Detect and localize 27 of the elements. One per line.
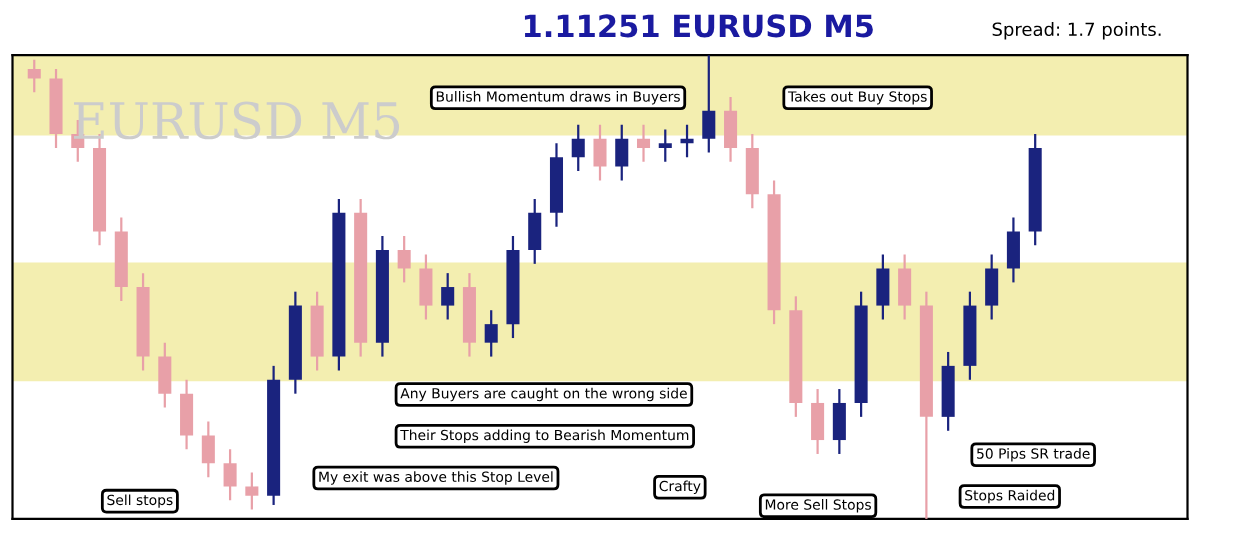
candlestick [201, 420, 215, 479]
candlestick [702, 55, 716, 154]
candlestick [876, 253, 890, 321]
candlestick [811, 387, 825, 456]
candlestick [1006, 216, 1020, 284]
candlestick [571, 123, 585, 173]
candlestick [724, 95, 738, 163]
candlestick [419, 253, 433, 321]
candlestick [397, 234, 411, 284]
candlestick [832, 387, 846, 456]
candlestick [158, 341, 172, 409]
candlestick [985, 253, 999, 321]
candlestick [441, 272, 455, 321]
candlestick [223, 448, 237, 502]
candlestick [180, 378, 194, 451]
candlestick [27, 58, 41, 94]
candlestick [658, 128, 672, 163]
candlestick [745, 132, 759, 210]
candlestick [593, 123, 607, 182]
candlestick [245, 471, 259, 511]
candlestick [484, 309, 498, 358]
candlestick [636, 123, 651, 163]
chart-subtitle: Spread: 1.7 points. [992, 22, 1161, 40]
candlestick [528, 197, 542, 265]
candlestick [615, 123, 629, 182]
candlestick [898, 253, 912, 321]
chart-title: 1.11251 EURUSD M5 [524, 14, 873, 38]
